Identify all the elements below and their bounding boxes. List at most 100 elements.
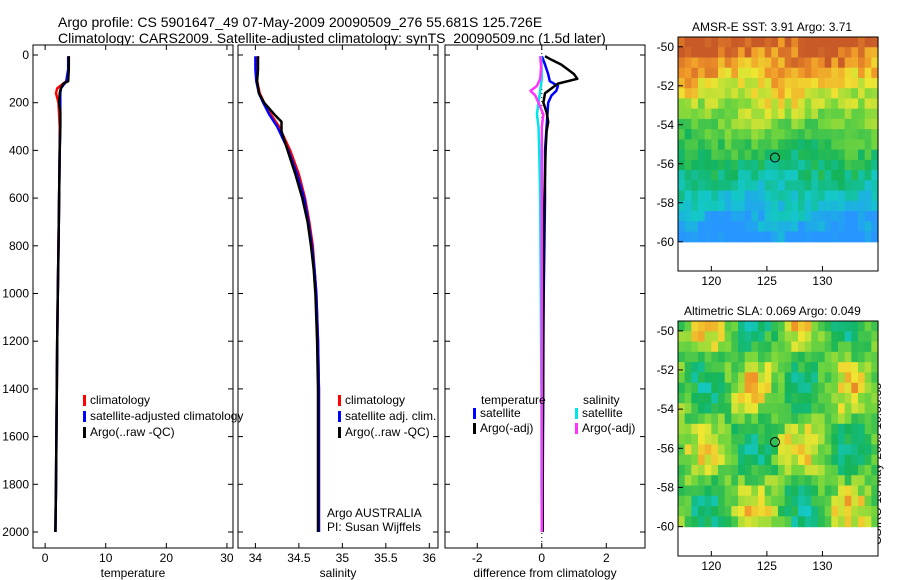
altimetric-sla-map-cell [718, 444, 726, 456]
altimetric-sla-map-cell [718, 434, 726, 445]
amsre-sst-map-cell [691, 190, 699, 202]
altimetric-sla-map-cell [798, 341, 806, 353]
altimetric-sla-map-cell [718, 372, 726, 384]
altimetric-sla-map-cell [784, 444, 792, 456]
amsre-sst-map-cell [738, 129, 746, 140]
amsre-sst-map-cell [724, 139, 732, 151]
amsre-sst-map-cell [731, 47, 739, 59]
altimetric-sla-map-cell [691, 506, 699, 517]
altimetric-sla-map-cell [864, 341, 872, 353]
temperature-profile-xtick-label: 30 [220, 551, 234, 565]
altimetric-sla-map-cell [811, 341, 819, 353]
altimetric-sla-map-cell [724, 341, 732, 353]
amsre-sst-map-cell [751, 149, 759, 161]
altimetric-sla-map-cell [738, 392, 746, 404]
altimetric-sla-map-cell [711, 372, 719, 384]
amsre-sst-map-cell [818, 159, 826, 171]
altimetric-sla-map-cell [764, 413, 772, 425]
altimetric-sla-map-cell [858, 454, 866, 466]
altimetric-sla-map-cell [824, 382, 832, 394]
temp-legend-item-swatch [83, 411, 86, 422]
amsre-sst-map-cell [811, 170, 819, 181]
amsre-sst-map-cell [731, 77, 739, 89]
amsre-sst-map-cell [738, 211, 746, 222]
amsre-sst-map-cell [844, 98, 852, 110]
altimetric-sla-map-cell [711, 403, 719, 415]
amsre-sst-map-cell [784, 180, 792, 192]
altimetric-sla-map-cell [838, 464, 846, 476]
temp-legend-item-swatch [83, 427, 86, 438]
amsre-sst-map-cell [744, 67, 752, 79]
altimetric-sla-map-cell [818, 392, 826, 404]
amsre-sst-map-cell [691, 98, 699, 110]
amsre-sst-map-field [678, 37, 879, 243]
altimetric-sla-map-cell [678, 485, 686, 497]
altimetric-sla-map-cell [731, 372, 739, 384]
altimetric-sla-map-cell [791, 321, 799, 332]
altimetric-sla-map-cell [778, 434, 786, 445]
amsre-sst-map-cell [851, 77, 859, 89]
amsre-sst-map-cell [791, 180, 799, 192]
temp-legend-item: climatology [90, 393, 150, 407]
altimetric-sla-map-cell [804, 372, 812, 384]
amsre-sst-map-cell [758, 67, 766, 79]
altimetric-sla-map-cell [838, 444, 846, 456]
amsre-sst-map-cell [758, 98, 766, 110]
amsre-sst-map-cell [804, 47, 812, 59]
altimetric-sla-map-cell [871, 454, 879, 466]
amsre-sst-map-cell [731, 108, 739, 120]
amsre-sst-map-cell [778, 108, 786, 120]
altimetric-sla-map-cell [711, 423, 719, 435]
altimetric-sla-map-cell [738, 331, 746, 343]
altimetric-sla-map-cell [844, 444, 852, 456]
altimetric-sla-map-cell [704, 382, 712, 394]
altimetric-sla-map-cell [838, 341, 846, 353]
amsre-sst-map-cell [798, 139, 806, 151]
amsre-sst-map-cell [784, 67, 792, 79]
altimetric-sla-map-cell [758, 495, 766, 507]
amsre-sst-map-cell [831, 149, 839, 161]
amsre-sst-map-cell [824, 200, 832, 212]
altimetric-sla-map-cell [684, 485, 692, 497]
altimetric-sla-map-cell [704, 362, 712, 374]
altimetric-sla-map-cell [738, 403, 746, 415]
altimetric-sla-map-cell [838, 413, 846, 425]
amsre-sst-map-cell [704, 47, 712, 59]
amsre-sst-map-cell [804, 129, 812, 140]
altimetric-sla-map-cell [798, 351, 806, 363]
amsre-sst-map-cell [831, 47, 839, 59]
altimetric-sla-map-cell [804, 464, 812, 476]
altimetric-sla-map-cell [851, 454, 859, 466]
altimetric-sla-map-cell [771, 413, 779, 425]
altimetric-sla-map-cell [771, 331, 779, 343]
amsre-sst-map-cell [738, 231, 746, 243]
altimetric-sla-map-cell [711, 506, 719, 517]
altimetric-sla-map-cell [684, 454, 692, 466]
altimetric-sla-map-cell [818, 506, 826, 517]
altimetric-sla-map-cell [724, 464, 732, 476]
amsre-sst-map-cell [858, 57, 866, 69]
altimetric-sla-map-cell [751, 351, 759, 363]
amsre-sst-map-cell [684, 77, 692, 89]
amsre-sst-map-cell [831, 221, 839, 233]
amsre-sst-map-cell [864, 108, 872, 120]
altimetric-sla-map-cell [858, 392, 866, 404]
altimetric-sla-map-cell [778, 362, 786, 374]
amsre-sst-map-cell [684, 200, 692, 212]
altimetric-sla-map-cell [711, 331, 719, 343]
altimetric-sla-map-cell [758, 454, 766, 466]
altimetric-sla-map-cell [731, 392, 739, 404]
amsre-sst-map-cell [831, 57, 839, 69]
amsre-sst-map-cell [704, 149, 712, 161]
altimetric-sla-map-cell [818, 321, 826, 332]
altimetric-sla-map-cell [871, 464, 879, 476]
altimetric-sla-map-cell [678, 423, 686, 435]
altimetric-sla-map-cell [678, 372, 686, 384]
altimetric-sla-map-cell [778, 444, 786, 456]
altimetric-sla-map-cell [744, 516, 752, 528]
amsre-sst-map-cell [818, 118, 826, 130]
amsre-sst-map-cell [698, 98, 706, 110]
altimetric-sla-map-cell [704, 372, 712, 384]
altimetric-sla-map-cell [784, 423, 792, 435]
amsre-sst-map-cell [751, 108, 759, 120]
